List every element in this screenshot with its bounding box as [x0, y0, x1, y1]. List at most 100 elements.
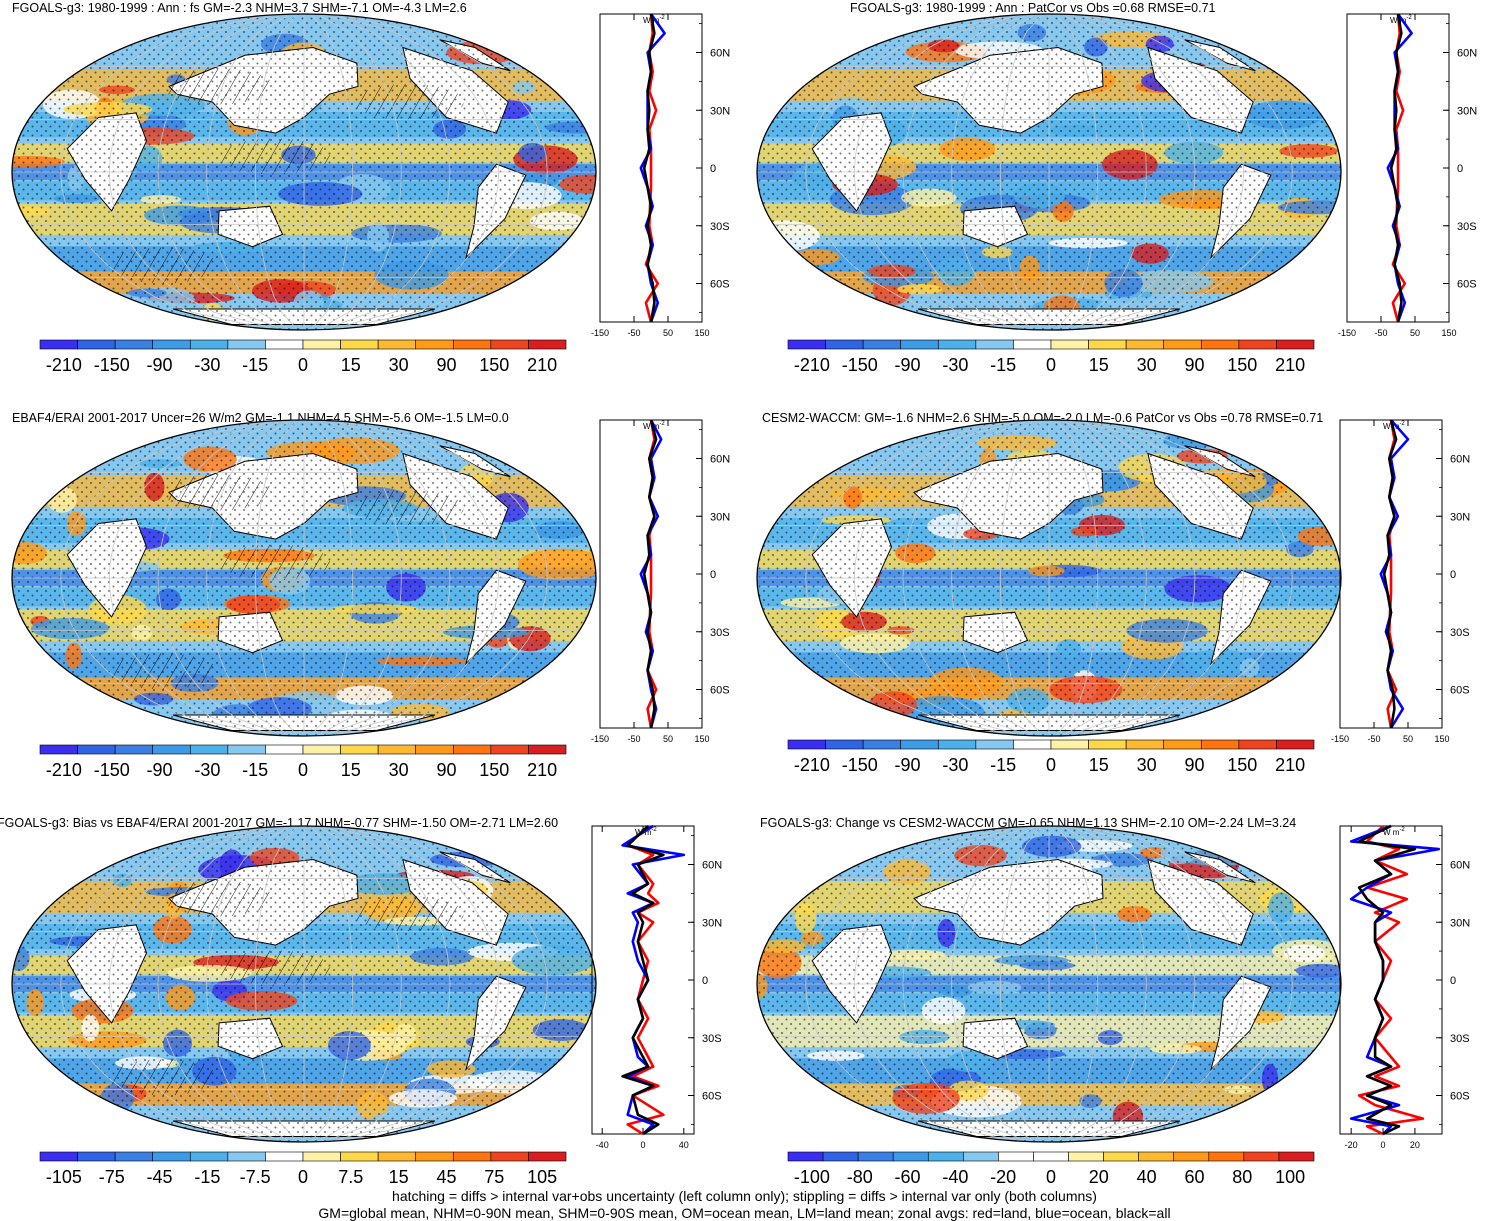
- colorbar-tick-label: -90: [147, 355, 173, 375]
- map-border: [11, 13, 597, 331]
- colorbar-tick-label: 15: [1089, 355, 1109, 375]
- graticule-lon: [951, 16, 1033, 328]
- colorbar-swatch: [227, 744, 266, 755]
- colorbar-tick-label: -7.5: [240, 1167, 271, 1187]
- bias-map: [756, 419, 1342, 737]
- lat-tick-label: 60N: [1450, 860, 1470, 872]
- colorbar-swatch: [39, 339, 78, 350]
- zonal-unit-sup: -2: [1399, 827, 1405, 833]
- map-border: [756, 13, 1342, 331]
- colorbar-tick-label: -30: [194, 760, 220, 780]
- colorbar-swatch: [1138, 1151, 1175, 1162]
- colorbar-tick-label: -30: [942, 755, 968, 775]
- zonal-unit-sup: -2: [651, 827, 657, 833]
- colorbar-swatch: [862, 739, 902, 750]
- footer-note-means: GM=global mean, NHM=0-90N mean, SHM=0-90…: [318, 1205, 1171, 1221]
- colorbar-swatch: [227, 1151, 266, 1162]
- colorbar-tick-label: 150: [1227, 755, 1257, 775]
- hatching: [219, 950, 330, 987]
- map-field: [12, 826, 596, 1142]
- colorbar-tick-label: -210: [794, 355, 830, 375]
- colorbar-swatch: [1238, 739, 1277, 750]
- graticule-lon: [108, 422, 271, 734]
- colorbar-tick-label: 90: [436, 760, 456, 780]
- colorbar-swatch: [528, 339, 567, 350]
- colorbar-swatch: [825, 739, 864, 750]
- colorbar-tick-label: -45: [147, 1167, 173, 1187]
- colorbar-swatch: [1278, 1151, 1315, 1162]
- colorbar-swatch: [114, 1151, 154, 1162]
- colorbar-swatch: [302, 339, 341, 350]
- colorbar-swatch: [1200, 739, 1240, 750]
- lat-tick-label: 0: [1450, 975, 1456, 987]
- colorbar-tick-label: 90: [1184, 355, 1204, 375]
- map-border: [11, 825, 597, 1143]
- colorbar-swatch: [975, 739, 1014, 750]
- colorbar-swatch: [340, 744, 379, 755]
- hatching: [107, 1059, 218, 1096]
- colorbar-tick-label: 90: [436, 355, 456, 375]
- colorbar-tick-label: 30: [389, 355, 409, 375]
- colorbar-swatch: [265, 1151, 304, 1162]
- x-tick-label: 150: [1441, 328, 1456, 338]
- panel-title: EBAF4/ERAI 2001-2017 Uncer=26 W/m2 GM=-1…: [12, 411, 509, 425]
- zonal-mean-plot: W m-2 60N 30N 0 30S 60S -150 -50 50 150: [1331, 419, 1470, 744]
- colorbar-tick-label: 15: [341, 760, 361, 780]
- lat-tick-label: 60S: [1450, 685, 1470, 697]
- colorbar: -210 -150 -90 -30 -15 0 15 30 90 150 210: [39, 744, 567, 780]
- colorbar-swatch: [1050, 339, 1089, 350]
- colorbar-swatch: [39, 1151, 78, 1162]
- colorbar-tick-label: 0: [298, 1167, 308, 1187]
- graticule-lon: [805, 16, 1008, 328]
- colorbar-swatch: [862, 339, 902, 350]
- colorbar-swatch: [787, 339, 826, 350]
- colorbar-swatch: [77, 744, 116, 755]
- graticule-lon: [1090, 16, 1293, 328]
- x-tick-label: 0: [640, 1140, 645, 1150]
- zonal-mean-plot: W m-2 60N 30N 0 30S 60S -40 0 40: [591, 824, 722, 1150]
- hatching: [219, 138, 330, 175]
- map-border: [756, 825, 1342, 1143]
- graticule-lon: [853, 16, 1016, 328]
- lat-tick-label: 30N: [1457, 105, 1477, 117]
- graticule-lon: [902, 422, 1024, 734]
- x-tick-label: -50: [627, 328, 640, 338]
- colorbar-swatch: [1013, 739, 1052, 750]
- colorbar-swatch: [340, 339, 379, 350]
- graticule-lon: [1057, 422, 1099, 734]
- colorbar-tick-label: 40: [1137, 1167, 1157, 1187]
- colorbar-tick-label: 105: [527, 1167, 557, 1187]
- colorbar-tick-label: 30: [1137, 755, 1157, 775]
- colorbar-swatch: [900, 339, 939, 350]
- graticule-lon: [1074, 828, 1196, 1140]
- colorbar-tick-label: -90: [147, 760, 173, 780]
- colorbar-tick-label: -90: [895, 755, 921, 775]
- colorbar-swatch: [415, 339, 454, 350]
- lat-tick-label: 30N: [710, 105, 730, 117]
- map-border: [11, 419, 597, 737]
- colorbar-swatch: [787, 1151, 824, 1162]
- colorbar-swatch: [1050, 739, 1089, 750]
- colorbar-tick-label: -20: [990, 1167, 1016, 1187]
- zonal-unit-sup: -2: [659, 421, 665, 427]
- graticule-lon: [320, 828, 402, 1140]
- zonal-mean-plot: W m-2 60N 30N 0 30S 60S -20 0 20: [1339, 824, 1470, 1150]
- colorbar-tick-label: 0: [1046, 355, 1056, 375]
- graticule-lon: [1057, 16, 1099, 328]
- zonal-unit-label: W m-2: [1383, 421, 1405, 431]
- hatching: [163, 880, 274, 917]
- lat-tick-label: 30S: [710, 221, 730, 233]
- x-tick-label: 40: [679, 1140, 689, 1150]
- colorbar-swatch: [1125, 739, 1165, 750]
- hatching: [107, 247, 218, 284]
- lat-tick-label: 30S: [1450, 627, 1470, 639]
- colorbar-swatch: [892, 1151, 929, 1162]
- colorbar-tick-label: -150: [94, 760, 130, 780]
- colorbar-tick-label: 210: [527, 355, 557, 375]
- colorbar-swatch: [377, 1151, 417, 1162]
- colorbar-swatch: [1243, 1151, 1280, 1162]
- lat-tick-label: 30N: [710, 511, 730, 523]
- x-tick-label: -150: [591, 328, 609, 338]
- bias-map: [11, 419, 597, 737]
- colorbar-swatch: [1163, 339, 1202, 350]
